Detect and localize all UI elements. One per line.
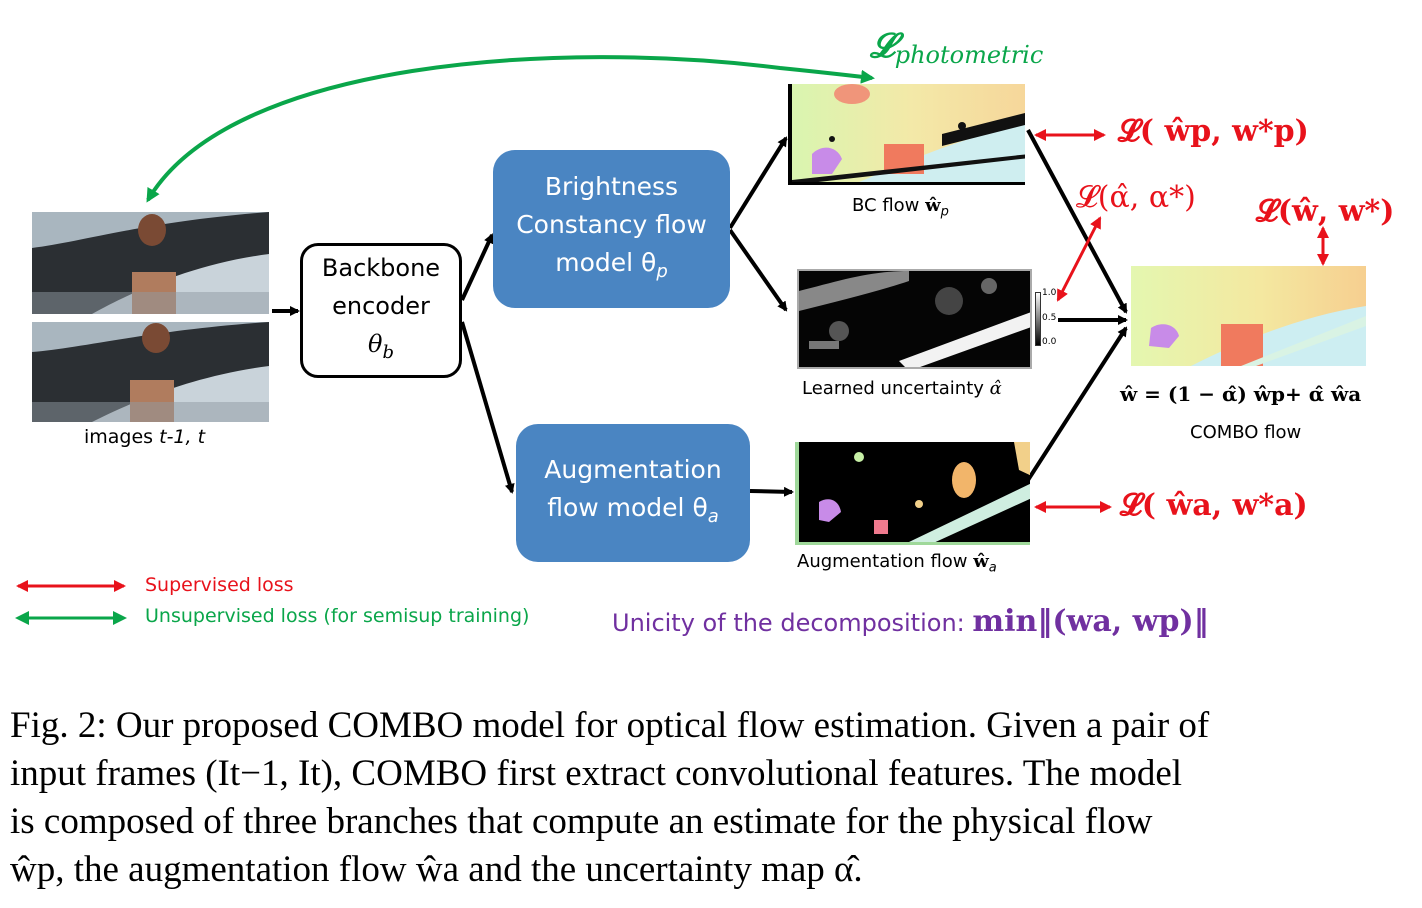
images-caption-text: images — [84, 426, 160, 448]
photometric-loss-symbol: 𝓛 — [870, 26, 895, 66]
uncertainty-loss-label: 𝓛(α̂, α*) — [1076, 180, 1196, 215]
bc-model-theta-sub: p — [656, 260, 668, 282]
photometric-loss-arc — [146, 55, 875, 203]
backbone-theta: θ — [368, 330, 383, 359]
photometric-loss-label: 𝓛photometric — [870, 26, 1044, 69]
bc-flow-image — [788, 84, 1025, 185]
bc-flow-loss-label: 𝓛( ŵp, w*p) — [1118, 114, 1309, 149]
bc-flow-caption-sub: p — [940, 204, 949, 220]
input-frame-t — [32, 322, 269, 422]
aug-model-label-1: Augmentation — [544, 454, 722, 484]
bc-model-label-1: Brightness — [544, 171, 679, 201]
uncertainty-map-image — [797, 269, 1032, 369]
augmentation-flow-caption: Augmentation flow ŵa — [797, 551, 997, 576]
arrow-bcflow-to-combo — [1026, 129, 1128, 314]
aug-model-label-2: flow model θ — [547, 492, 708, 522]
uncertainty-visual — [799, 271, 1030, 367]
combo-flow-loss-label: 𝓛(ŵ, w*) — [1256, 194, 1395, 229]
backbone-label-2: encoder — [332, 292, 430, 321]
unicity-formula: min‖(wa, wp)‖ — [972, 604, 1209, 639]
uncertainty-caption-symbol: α̂ — [989, 378, 1002, 399]
combo-formula: ŵ = (1 − α̂) ŵp+ α̂ ŵa — [1120, 382, 1362, 406]
legend-unsupervised-label: Unsupervised loss (for semisup training) — [145, 605, 530, 627]
augmentation-flow-visual — [799, 442, 1030, 542]
aug-flow-caption-sub: a — [988, 560, 997, 576]
bc-model-label-2: Constancy flow — [516, 209, 707, 239]
images-caption-frames: t-1, t — [159, 426, 206, 448]
combo-flow-image — [1131, 266, 1366, 366]
bc-flow-caption: BC flow ŵp — [852, 195, 949, 220]
backbone-theta-sub: b — [382, 341, 394, 363]
bc-flow-visual — [792, 84, 1025, 182]
arrow-aug-to-augflow — [749, 486, 794, 497]
arrow-augflow-to-combo — [1026, 326, 1128, 482]
figure-caption: Fig. 2: Our proposed COMBO model for opt… — [10, 702, 1414, 894]
images-caption: images t-1, t — [84, 426, 205, 448]
caption-line-2: input frames (It−1, It), COMBO first ext… — [10, 753, 1183, 794]
input-frame-t-minus-1 — [32, 212, 269, 314]
aug-model-theta-sub: a — [707, 505, 719, 527]
photometric-loss-subscript: photometric — [894, 41, 1044, 69]
arrow-bc-to-bcflow — [728, 136, 788, 230]
unicity-text: Unicity of the decomposition: — [612, 609, 973, 637]
scale-tick-bot: 0.0 — [1042, 337, 1057, 347]
aug-flow-caption-text: Augmentation flow — [797, 551, 974, 572]
frame-image-2 — [32, 322, 269, 422]
diagram-arrows — [15, 55, 1329, 625]
combo-flow-caption: COMBO flow — [1190, 422, 1302, 443]
bc-flow-caption-text: BC flow — [852, 195, 926, 216]
caption-line-4: ŵp, the augmentation flow ŵa and the unc… — [10, 849, 863, 890]
augmentation-flow-model-block: Augmentation flow model θa — [516, 424, 750, 562]
combo-flow-visual — [1131, 266, 1366, 366]
unicity-statement: Unicity of the decomposition: min‖(wa, w… — [612, 604, 1209, 639]
frame-image-1 — [32, 212, 269, 314]
scale-tick-mid: 0.5 — [1042, 313, 1057, 323]
arrow-backbone-to-aug — [460, 321, 515, 494]
uncertainty-scale-bar — [1035, 292, 1041, 346]
uncertainty-caption: Learned uncertainty α̂ — [802, 378, 1002, 399]
bc-flow-model-block: Brightness Constancy flow model θp — [493, 150, 730, 308]
scale-tick-top: 1.0 — [1042, 288, 1057, 298]
augmentation-flow-image — [795, 442, 1030, 545]
bc-model-label-3: model θ — [555, 247, 657, 277]
aug-flow-loss-label: 𝓛( ŵa, w*a) — [1120, 488, 1308, 523]
backbone-label-1: Backbone — [321, 254, 441, 283]
aug-flow-caption-symbol: ŵ — [973, 551, 989, 572]
bc-flow-caption-symbol: ŵ — [925, 195, 941, 216]
arrow-backbone-to-bc — [460, 233, 494, 301]
legend-supervised-label: Supervised loss — [145, 574, 294, 596]
alpha-loss-arrow — [1056, 216, 1102, 302]
arrow-bc-to-uncertainty — [728, 228, 788, 312]
backbone-encoder-block: Backbone encoder θb — [300, 243, 462, 378]
uncertainty-caption-text: Learned uncertainty — [802, 378, 990, 399]
caption-line-1: Fig. 2: Our proposed COMBO model for opt… — [10, 705, 1210, 746]
caption-line-3: is composed of three branches that compu… — [10, 801, 1153, 842]
